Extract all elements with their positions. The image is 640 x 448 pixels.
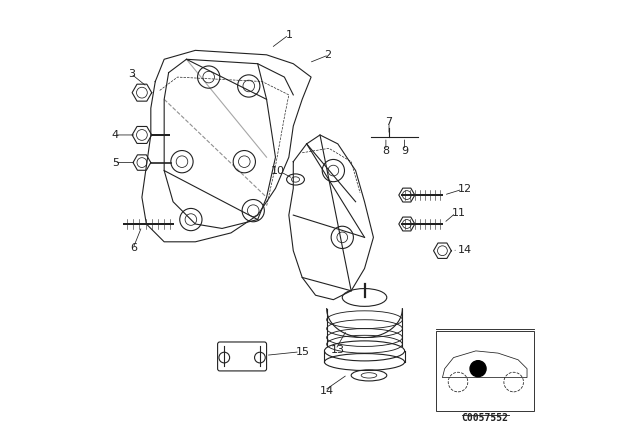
Text: 3: 3: [128, 69, 135, 78]
Text: 12: 12: [458, 184, 472, 194]
Text: 10: 10: [270, 167, 284, 177]
Text: 9: 9: [401, 146, 408, 155]
Text: 6: 6: [131, 243, 138, 254]
Text: 2: 2: [324, 50, 332, 60]
Text: 14: 14: [320, 386, 334, 396]
Text: 11: 11: [451, 208, 465, 218]
Text: C0057552: C0057552: [461, 413, 508, 423]
Text: 8: 8: [382, 146, 390, 155]
Bar: [436, 331, 534, 411]
Text: 1: 1: [285, 30, 292, 40]
Text: 5: 5: [112, 158, 119, 168]
Text: 14: 14: [458, 245, 472, 255]
Text: 15: 15: [296, 347, 310, 357]
Text: 4: 4: [111, 130, 119, 140]
Text: 13: 13: [331, 345, 345, 354]
Text: 7: 7: [385, 117, 392, 128]
Circle shape: [470, 361, 486, 377]
